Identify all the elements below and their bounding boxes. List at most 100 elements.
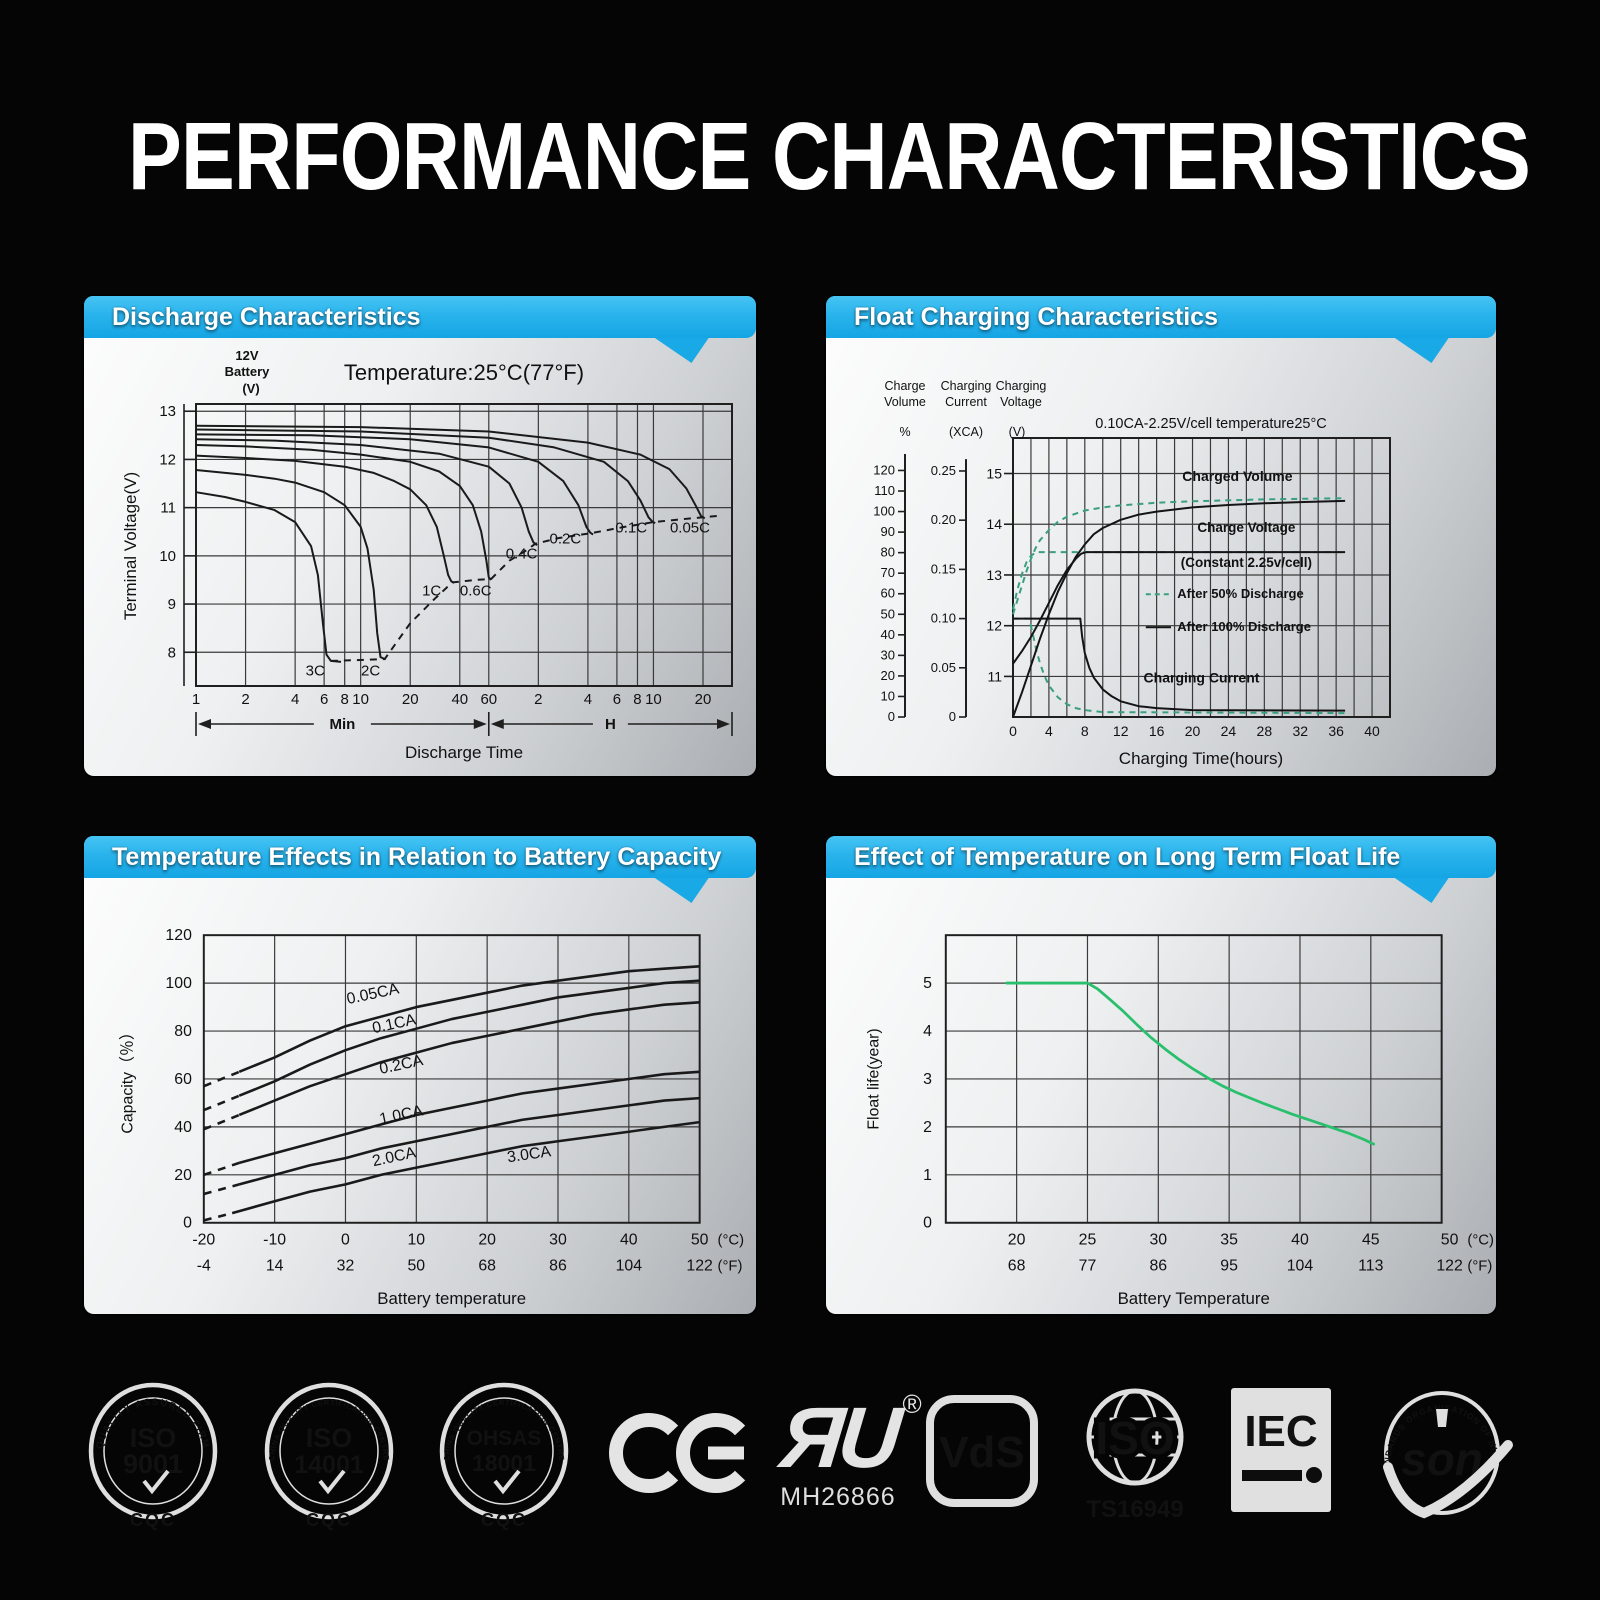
svg-text:2: 2 [923, 1119, 932, 1136]
svg-text:10: 10 [407, 1232, 425, 1249]
svg-text:77: 77 [1079, 1257, 1097, 1274]
svg-text:-20: -20 [192, 1232, 215, 1249]
svg-text:0.10CA-2.25V/cell temperatur: 0.10CA-2.25V/cell temperature25°C [1095, 416, 1326, 432]
svg-text:1C: 1C [422, 582, 441, 599]
svg-text:10: 10 [159, 548, 176, 565]
panel-temperature-effects: Temperature Effects in Relation to Batte… [84, 836, 756, 1314]
svg-text:Min: Min [329, 716, 355, 733]
ce-mark-icon [608, 1413, 755, 1493]
svg-text:20: 20 [402, 691, 419, 708]
temperature-effects-chart: 0 20 40 60 80 100 120 -20 -10 0 10 20 30 40 50 -4 14 32 50… [84, 836, 756, 1314]
svg-text:13: 13 [159, 403, 176, 420]
svg-text:50: 50 [1441, 1232, 1459, 1249]
svg-text:Capacity（％）: Capacity（％） [118, 1024, 136, 1133]
svg-text:28: 28 [1257, 723, 1273, 739]
svg-text:(°F): (°F) [718, 1258, 743, 1274]
check-icon [318, 1469, 346, 1495]
svg-text:(XCA): (XCA) [949, 425, 983, 439]
iso-text: ISO [1095, 1412, 1174, 1464]
svg-text:14: 14 [986, 516, 1002, 532]
svg-text:8: 8 [633, 691, 641, 708]
svg-text:3.0CA: 3.0CA [506, 1143, 552, 1166]
panel-discharge-title: Discharge Characteristics [112, 302, 421, 331]
svg-text:40: 40 [1364, 723, 1380, 739]
iec-logo: IEC [1231, 1388, 1332, 1512]
svg-text:After 100% Discharge: After 100% Discharge [1177, 619, 1311, 634]
svg-text:Battery Temperature: Battery Temperature [1118, 1289, 1270, 1308]
svg-text:0.4C: 0.4C [506, 545, 538, 562]
ul-recognized-mark: ЯU ® MH26866 [776, 1389, 922, 1512]
svg-text:Battery temperature: Battery temperature [377, 1289, 526, 1308]
svg-text:Current: Current [945, 395, 987, 409]
svg-text:%: % [899, 425, 910, 439]
svg-text:122: 122 [1436, 1257, 1463, 1274]
svg-text:Charged Volume: Charged Volume [1182, 468, 1292, 484]
svg-text:Terminal Voltage(V): Terminal Voltage(V) [121, 472, 140, 620]
svg-text:12: 12 [159, 451, 176, 468]
svg-text:Float life(year): Float life(year) [865, 1028, 882, 1129]
svg-text:0: 0 [949, 709, 956, 724]
badge-line1: ISO [305, 1423, 352, 1453]
svg-text:120: 120 [165, 927, 192, 944]
svg-text:5: 5 [923, 975, 932, 992]
svg-text:30: 30 [1149, 1232, 1167, 1249]
svg-text:6: 6 [613, 691, 621, 708]
svg-text:113: 113 [1358, 1257, 1383, 1274]
check-icon [142, 1469, 170, 1495]
discharge-characteristics-chart: 8 9 10 11 12 13 1 2 4 6 8 10 20 40 60 2 4 6 8 10 20 Min H Tempe… [84, 296, 756, 776]
svg-text:120: 120 [873, 462, 895, 477]
svg-text:-4: -4 [197, 1257, 211, 1274]
svg-text:2C: 2C [361, 662, 380, 679]
svg-text:Charging: Charging [996, 379, 1047, 393]
svg-text:2: 2 [534, 691, 542, 708]
svg-text:10: 10 [352, 691, 369, 708]
ul-file-number: MH26866 [780, 1482, 896, 1511]
svg-text:40: 40 [451, 691, 468, 708]
registered-icon: ® [902, 1388, 922, 1419]
badge-line1: ISO [130, 1423, 177, 1453]
svg-text:1: 1 [192, 691, 200, 708]
vds-text: VdS [939, 1428, 1025, 1477]
svg-text:50: 50 [881, 606, 895, 621]
svg-text:68: 68 [478, 1257, 496, 1274]
svg-text:100: 100 [165, 975, 192, 992]
ul-mark-icon: ЯU [775, 1389, 901, 1486]
svg-text:4: 4 [923, 1023, 932, 1040]
svg-text:32: 32 [337, 1257, 355, 1274]
svg-text:86: 86 [549, 1257, 567, 1274]
svg-text:20: 20 [881, 668, 895, 683]
son-text: son [1401, 1433, 1483, 1485]
svg-text:8: 8 [168, 644, 176, 661]
svg-text:0: 0 [341, 1232, 350, 1249]
svg-text:40: 40 [1291, 1232, 1309, 1249]
svg-text:12V: 12V [235, 348, 258, 363]
svg-text:0: 0 [923, 1215, 932, 1232]
svg-text:32: 32 [1292, 723, 1308, 739]
svg-text:Charging: Charging [941, 379, 992, 393]
svg-text:40: 40 [881, 627, 895, 642]
panel-float-life-banner: Effect of Temperature on Long Term Float… [826, 836, 1496, 878]
svg-text:110: 110 [874, 483, 895, 498]
svg-text:(°F): (°F) [1467, 1258, 1492, 1274]
svg-text:After 50% Discharge: After 50% Discharge [1177, 586, 1303, 601]
svg-text:1: 1 [923, 1167, 932, 1184]
svg-text:3: 3 [923, 1071, 932, 1088]
svg-text:-10: -10 [263, 1232, 286, 1249]
panel-temperature-effects-title: Temperature Effects in Relation to Batte… [112, 842, 722, 871]
svg-text:20: 20 [174, 1167, 192, 1184]
svg-text:4: 4 [291, 691, 299, 708]
son-nigeria-logo: STANDARDS ORGANISATION OF NIGERIA son [1362, 1373, 1513, 1519]
check-icon [493, 1469, 521, 1495]
svg-text:Temperature:25°C(77°F): Temperature:25°C(77°F) [344, 360, 584, 385]
svg-text:11: 11 [160, 500, 176, 517]
badge-line2: 9001 [123, 1449, 183, 1479]
iec-text: IEC [1245, 1407, 1318, 1456]
svg-text:20: 20 [1008, 1232, 1026, 1249]
svg-text:Discharge Time: Discharge Time [405, 743, 523, 762]
svg-text:0: 0 [1009, 723, 1017, 739]
svg-text:35: 35 [1220, 1232, 1238, 1249]
page-title: PERFORMANCE CHARACTERISTICS [128, 103, 1531, 210]
svg-text:20: 20 [478, 1232, 496, 1249]
svg-text:4: 4 [1045, 723, 1053, 739]
svg-text:50: 50 [691, 1232, 709, 1249]
